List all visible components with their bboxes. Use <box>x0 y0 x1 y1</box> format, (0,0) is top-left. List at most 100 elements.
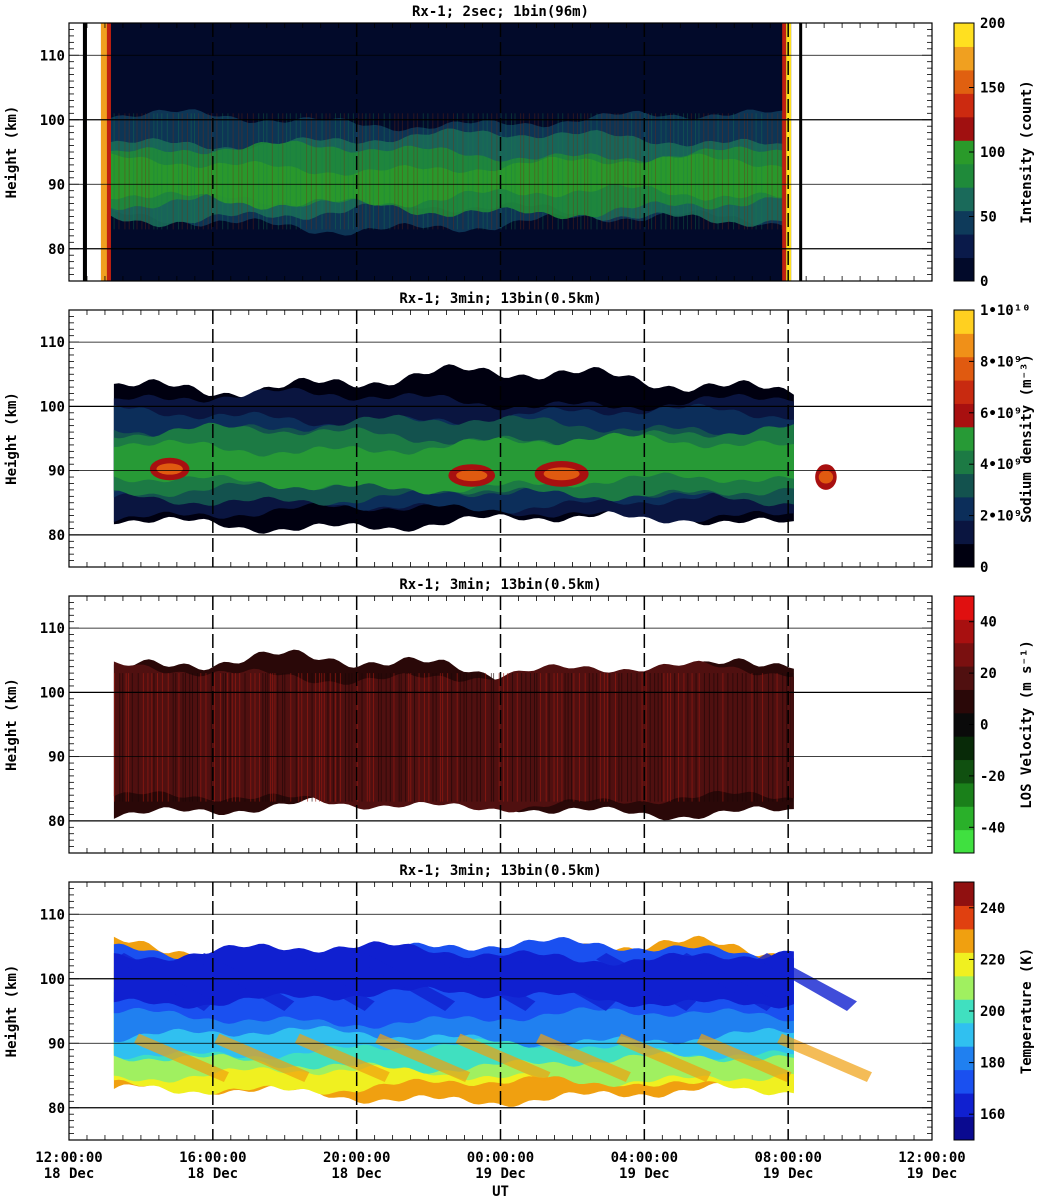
data-column <box>547 113 549 230</box>
velocity-column <box>691 673 693 802</box>
data-column <box>781 113 783 230</box>
data-column <box>542 113 544 230</box>
data-column <box>528 113 530 230</box>
data-column <box>258 113 260 230</box>
edge-glow <box>100 23 107 281</box>
y-tick-label: 100 <box>40 399 65 415</box>
velocity-column <box>708 673 710 802</box>
colorbar-swatch <box>954 257 974 282</box>
colorbar-tick-label: 150 <box>980 81 1005 97</box>
data-column <box>727 113 729 230</box>
data-column <box>572 113 574 230</box>
velocity-column <box>366 673 368 802</box>
data-column <box>580 113 582 230</box>
velocity-column <box>272 673 274 802</box>
data-column <box>295 113 297 230</box>
data-column <box>172 113 174 230</box>
y-tick-label: 80 <box>48 814 65 830</box>
warm-streak <box>455 1033 551 1082</box>
velocity-column <box>439 673 441 802</box>
data-column <box>156 113 158 230</box>
colorbar-tick-label: 6•10⁹ <box>980 406 1022 422</box>
velocity-column <box>157 673 159 802</box>
x-tick-label-time: 04:00:00 <box>611 1150 678 1166</box>
velocity-column <box>630 673 632 802</box>
panel-4: 80 90 100 110 Rx-1; 3min; 13bin(0.5km) Height… <box>4 863 1035 1141</box>
data-column <box>389 113 391 230</box>
colorbar-swatch <box>954 473 974 498</box>
warm-streak <box>616 1033 712 1082</box>
warm-streak <box>294 1033 390 1082</box>
velocity-column <box>222 673 224 802</box>
velocity-column <box>548 673 550 802</box>
velocity-column <box>736 673 738 802</box>
velocity-column <box>641 673 643 802</box>
colorbar-tick-label: 100 <box>980 145 1005 161</box>
panel-title: Rx-1; 3min; 13bin(0.5km) <box>399 577 601 593</box>
y-tick-label: 100 <box>40 685 65 701</box>
velocity-column <box>214 673 216 802</box>
data-column <box>713 113 715 230</box>
colorbar-label: Intensity (count) <box>1019 80 1035 223</box>
colorbar-label: Sodium density (m⁻³) <box>1019 354 1035 523</box>
data-column <box>365 113 367 230</box>
velocity-column <box>717 673 719 802</box>
velocity-column <box>536 673 538 802</box>
data-column <box>202 113 204 230</box>
colorbar-swatch <box>954 759 974 784</box>
colorbar-swatch <box>954 666 974 690</box>
data-column <box>686 113 688 230</box>
data-column <box>467 113 469 230</box>
velocity-column <box>776 673 778 802</box>
data-column <box>286 113 288 230</box>
data-column <box>606 113 608 230</box>
velocity-column <box>315 673 317 802</box>
data-column <box>755 113 757 230</box>
velocity-column <box>792 673 794 802</box>
data-column <box>289 113 291 230</box>
colorbar-swatch <box>954 642 974 667</box>
colorbar-swatch <box>954 403 974 428</box>
data-column <box>306 113 308 230</box>
colorbar-swatch <box>954 356 974 381</box>
data-column <box>118 113 120 230</box>
data-column <box>263 113 265 230</box>
velocity-column <box>282 673 284 802</box>
y-tick-label: 90 <box>48 750 65 766</box>
data-column <box>207 113 209 230</box>
data-column <box>744 113 746 230</box>
velocity-column <box>318 673 320 802</box>
velocity-column <box>516 673 518 802</box>
velocity-column <box>239 673 241 802</box>
colorbar-swatch <box>954 426 974 451</box>
x-tick-label-date: 19 Dec <box>619 1166 670 1182</box>
warm-streak <box>776 1033 872 1082</box>
data-column <box>584 113 586 230</box>
data-column <box>181 113 183 230</box>
data-column <box>660 113 662 230</box>
velocity-column <box>413 673 415 802</box>
data-column <box>771 113 773 230</box>
colorbar-tick-label: 1•10¹⁰ <box>980 303 1031 319</box>
velocity-column <box>674 673 676 802</box>
data-column <box>329 113 331 230</box>
colorbar-swatch <box>954 93 974 118</box>
velocity-column <box>351 673 353 802</box>
velocity-column <box>385 673 387 802</box>
colorbar-swatch <box>954 928 974 953</box>
y-tick-label: 110 <box>40 621 65 637</box>
colorbar-tick-label: -40 <box>980 820 1005 836</box>
velocity-column <box>471 673 473 802</box>
colorbar-swatch <box>954 999 974 1024</box>
velocity-column <box>465 673 467 802</box>
colorbar-label: Temperature (K) <box>1019 948 1035 1074</box>
y-tick-label: 90 <box>48 464 65 480</box>
panel-1: 80 90 100 110 Rx-1; 2sec; 1bin(96m) Height (k… <box>4 4 1035 290</box>
velocity-column <box>182 673 184 802</box>
colorbar-swatch <box>954 1022 974 1047</box>
y-tick-label: 110 <box>40 48 65 64</box>
data-column <box>622 113 624 230</box>
colorbar-swatch <box>954 496 974 521</box>
cold-streak <box>355 952 456 1011</box>
